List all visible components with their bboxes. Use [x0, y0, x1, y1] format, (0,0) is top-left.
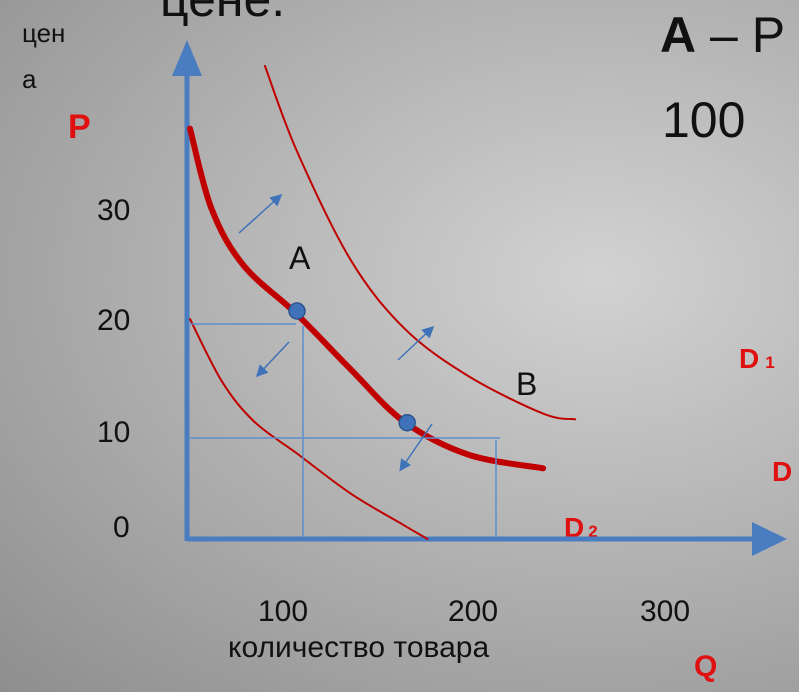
y-tick-30: 30: [97, 194, 131, 227]
series-label-d: D: [772, 456, 793, 487]
x-tick-100: 100: [258, 595, 309, 628]
x-tick-200: 200: [448, 595, 499, 628]
note-dash: – Р: [696, 7, 786, 63]
y-tick-0: 0: [113, 511, 130, 544]
y-axis-arrowhead: [172, 40, 202, 76]
shift-arrow-right-middle: [397, 325, 435, 361]
point-label-a: A: [289, 240, 311, 276]
demand-curve-d1: [263, 64, 577, 421]
series-label-d1-letter: D: [739, 343, 760, 374]
demand-curve-d2: [189, 318, 429, 540]
shift-arrow-left-lower: [399, 423, 433, 472]
series-label-d2-sub: 2: [588, 522, 598, 541]
point-a: [288, 302, 306, 320]
note-value: 100: [662, 92, 746, 148]
x-axis-letter-q: Q: [694, 650, 718, 683]
point-b: [398, 413, 416, 432]
note-letter: A: [660, 7, 697, 63]
y-axis-label-line1: цен: [22, 18, 66, 48]
shift-arrow-right-upper: [238, 193, 283, 234]
y-tick-20: 20: [97, 304, 131, 337]
series-label-d2-letter: D: [564, 512, 585, 543]
y-axis-letter-p: P: [68, 108, 91, 146]
note-text: A – Р: [660, 10, 785, 60]
x-tick-300: 300: [640, 595, 691, 628]
y-axis-label-line2: а: [22, 64, 37, 94]
point-label-b: B: [516, 366, 538, 402]
x-axis-label: количество товара: [228, 631, 490, 664]
series-layer: [187, 64, 577, 540]
series-label-d1-sub: 1: [765, 353, 775, 372]
x-axis-arrowhead: [752, 522, 787, 556]
shift-arrow-left-upper: [255, 341, 290, 378]
points-layer: [288, 302, 416, 432]
slide-title-fragment: цене.: [160, 0, 285, 24]
demand-curve-d: [187, 125, 547, 472]
y-tick-10: 10: [97, 416, 131, 449]
